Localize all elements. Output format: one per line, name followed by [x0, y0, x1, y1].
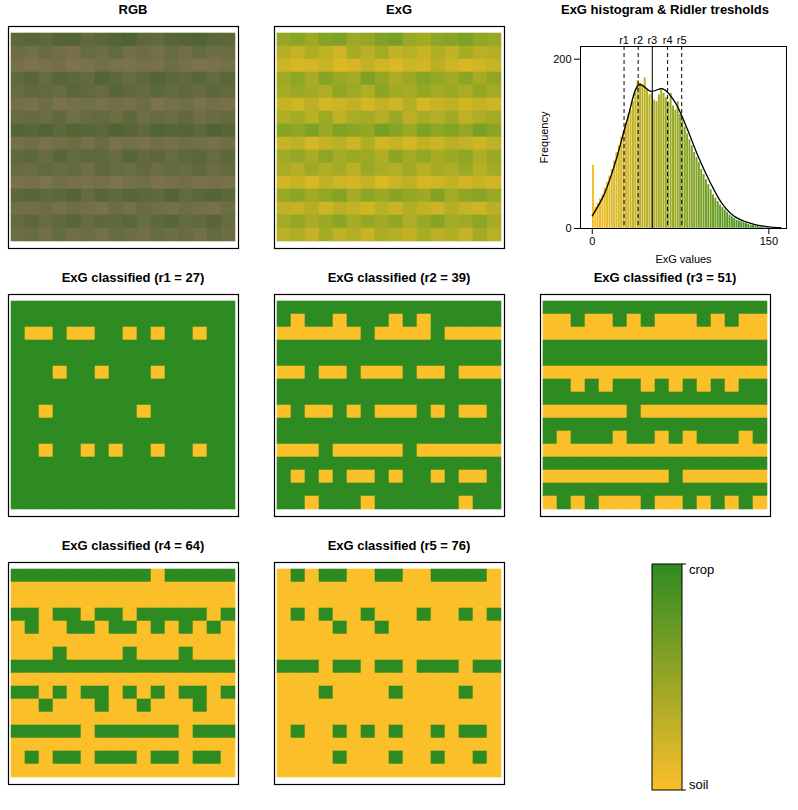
svg-text:0: 0 — [565, 222, 571, 234]
svg-text:r4: r4 — [663, 34, 673, 46]
html-text:ExG classified (r2 = 39): ExG classified (r2 = 39) — [327, 270, 471, 285]
html-text:ExG classified (r1 = 27): ExG classified (r1 = 27) — [61, 270, 205, 285]
svg-text:r1: r1 — [619, 34, 629, 46]
svg-text:0: 0 — [589, 235, 595, 247]
html-text:RGB: RGB — [118, 2, 148, 17]
html-text:ExG classified (r4 = 64): ExG classified (r4 = 64) — [61, 538, 205, 553]
svg-text:r3: r3 — [647, 34, 657, 46]
html-text:ExG classified (r5 = 76): ExG classified (r5 = 76) — [327, 538, 471, 553]
svg-text:soil: soil — [689, 777, 709, 792]
svg-text:r2: r2 — [633, 34, 643, 46]
svg-text:200: 200 — [553, 53, 571, 65]
html-text:ExG classified (r3 = 51): ExG classified (r3 = 51) — [593, 270, 737, 285]
svg-text:Frequency: Frequency — [538, 111, 550, 163]
svg-text:crop: crop — [689, 562, 714, 577]
svg-text:150: 150 — [760, 235, 778, 247]
svg-text:ExG values: ExG values — [655, 253, 712, 265]
html-text:ExG: ExG — [386, 2, 412, 17]
html-text:ExG histogram & Ridler treshol: ExG histogram & Ridler tresholds — [561, 2, 769, 17]
svg-text:r5: r5 — [677, 34, 687, 46]
